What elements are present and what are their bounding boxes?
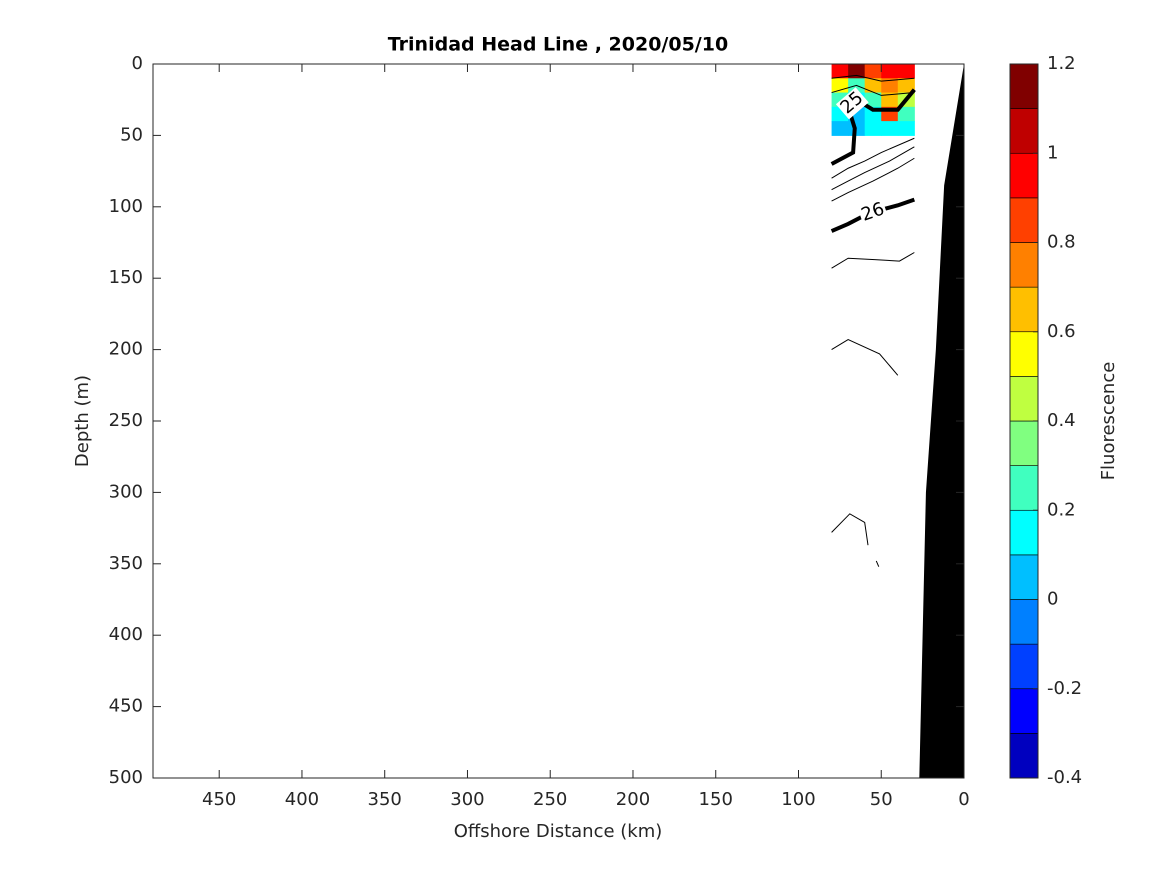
colorbar-segment [1009, 286, 1039, 333]
field-cell [831, 78, 849, 94]
colorbar-segment [1009, 733, 1039, 779]
contour-line [831, 157, 915, 202]
colorbar-segment [1009, 688, 1039, 734]
contour-line [831, 146, 915, 191]
colorbar-segment [1009, 242, 1039, 288]
x-tick-label: 0 [958, 789, 969, 810]
colorbar-tick-label: -0.2 [1047, 678, 1082, 699]
x-tick-label: 150 [699, 789, 733, 810]
y-tick-label: 450 [109, 696, 143, 717]
colorbar-tick-label: 0.6 [1047, 321, 1076, 342]
contour-line [831, 137, 915, 179]
field-cell [864, 78, 882, 94]
contour-label-bg [857, 198, 889, 227]
y-tick-label: 400 [109, 624, 143, 645]
field-cell [881, 78, 899, 94]
y-tick-label: 250 [109, 410, 143, 431]
colorbar-segment [1009, 465, 1039, 511]
x-tick-label: 100 [781, 789, 815, 810]
colorbar-tick-label: 0.4 [1047, 410, 1076, 431]
colorbar-segment [1009, 643, 1039, 690]
colorbar-tick-label: -0.4 [1047, 767, 1082, 788]
colorbar-segment [1009, 63, 1039, 109]
colorbar-tick-label: 0.8 [1047, 232, 1076, 253]
colorbar-segment [1009, 554, 1039, 600]
x-tick-label: 350 [368, 789, 402, 810]
x-tick-label: 300 [450, 789, 484, 810]
contour-line [831, 74, 915, 82]
x-tick-label: 50 [870, 789, 893, 810]
colorbar-segment [1009, 420, 1039, 466]
field-cell [864, 92, 882, 108]
colorbar-tick-label: 1.2 [1047, 53, 1076, 74]
colorbar-tick-label: 1 [1047, 142, 1058, 163]
y-tick-label: 50 [120, 124, 143, 145]
contour-line [831, 252, 915, 269]
x-tick-label: 250 [533, 789, 567, 810]
field-cell [864, 121, 882, 136]
field-cell [897, 106, 915, 122]
contour-line [831, 84, 915, 96]
colorbar-segment [1009, 331, 1039, 377]
field-cell [881, 121, 899, 136]
contour-line [831, 513, 880, 567]
field-cell [831, 64, 849, 79]
colorbar-tick-label: 0 [1047, 589, 1058, 610]
colorbar-segment [1009, 376, 1039, 422]
y-tick-label: 100 [109, 196, 143, 217]
colorbar-segment [1009, 197, 1039, 243]
x-tick-label: 200 [616, 789, 650, 810]
colorbar-segment [1009, 509, 1039, 556]
x-axis-label: Offshore Distance (km) [454, 821, 663, 842]
y-tick-label: 0 [132, 53, 143, 74]
field-cell [848, 64, 866, 79]
field-cell [897, 64, 915, 79]
y-tick-label: 500 [109, 767, 143, 788]
chart-title: Trinidad Head Line , 2020/05/10 [388, 34, 728, 56]
field-cell [897, 78, 915, 94]
y-tick-label: 300 [109, 481, 143, 502]
field-cell [881, 92, 899, 108]
field-cell [864, 64, 882, 79]
y-tick-label: 350 [109, 553, 143, 574]
y-axis-label: Depth (m) [72, 375, 93, 467]
x-tick-label: 450 [202, 789, 236, 810]
field-cell [831, 121, 849, 136]
field-cell [881, 64, 899, 79]
bathymetry [919, 64, 964, 778]
colorbar-segment [1009, 108, 1039, 154]
y-tick-label: 150 [109, 267, 143, 288]
contour-line [831, 339, 899, 376]
colorbar-label: Fluorescence [1098, 362, 1119, 481]
y-tick-label: 200 [109, 339, 143, 360]
colorbar-segment [1009, 599, 1039, 645]
colorbar-segment [1009, 152, 1039, 199]
field-cell [897, 121, 915, 136]
x-tick-label: 400 [285, 789, 319, 810]
contour-label-bg [835, 87, 869, 120]
colorbar-tick-label: 0.2 [1047, 499, 1076, 520]
